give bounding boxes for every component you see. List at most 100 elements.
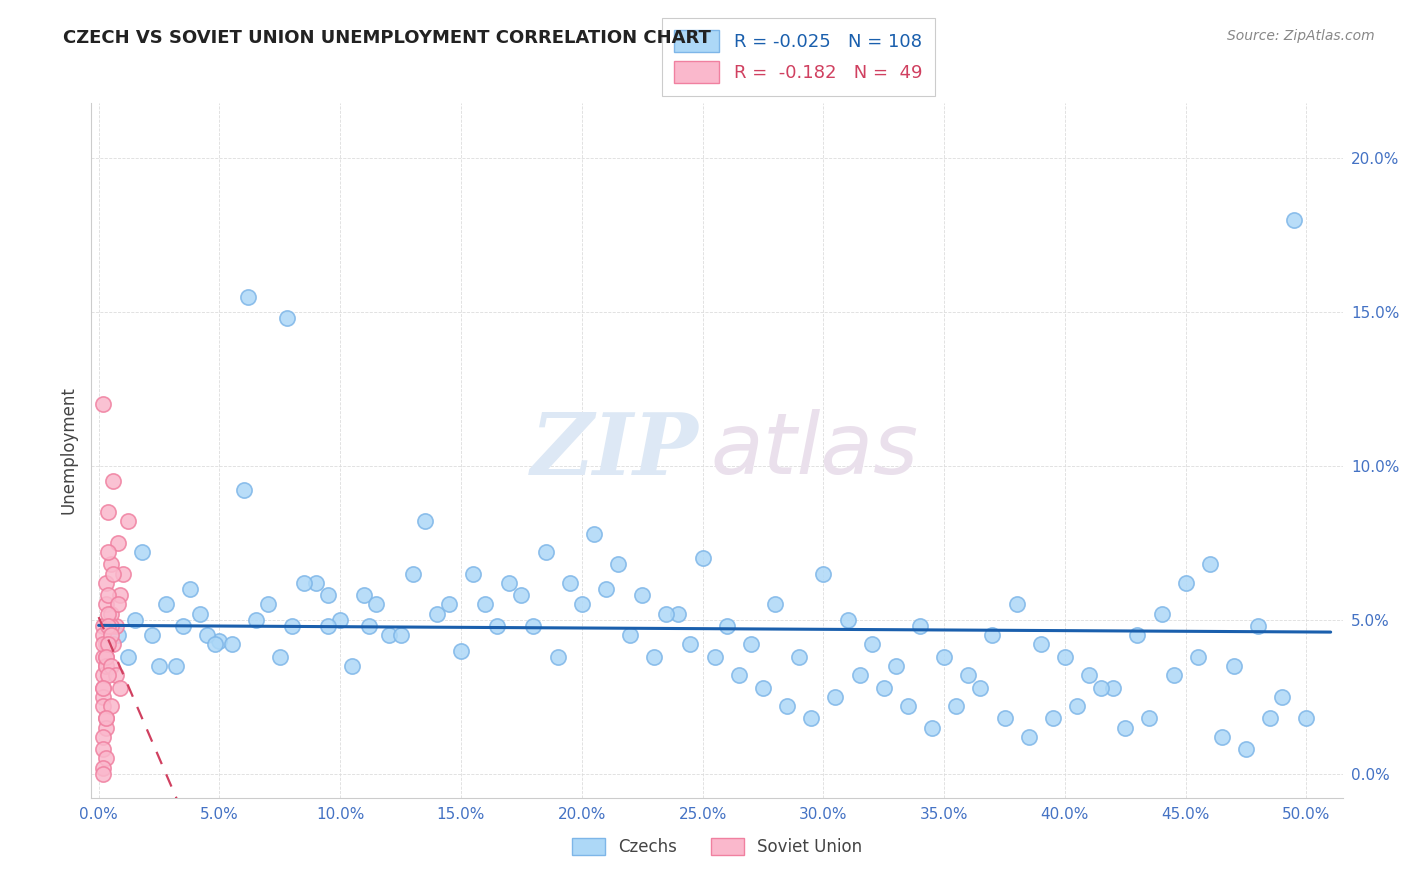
- Point: [93, 730, 115, 744]
- Point: [100, 558, 122, 572]
- Point: [359, 619, 381, 633]
- Point: [100, 619, 122, 633]
- Point: [93, 690, 115, 704]
- Point: [547, 649, 569, 664]
- Point: [873, 681, 896, 695]
- Point: [558, 575, 581, 590]
- Point: [269, 649, 291, 664]
- Point: [703, 649, 725, 664]
- Point: [93, 766, 115, 780]
- Point: [1174, 575, 1197, 590]
- Point: [141, 628, 163, 642]
- Point: [110, 681, 132, 695]
- Point: [316, 588, 339, 602]
- Point: [94, 637, 117, 651]
- Point: [94, 659, 117, 673]
- Point: [655, 607, 678, 621]
- Point: [679, 637, 702, 651]
- Point: [1114, 721, 1136, 735]
- Point: [981, 628, 1004, 642]
- Point: [100, 628, 122, 642]
- Point: [93, 681, 115, 695]
- Point: [101, 566, 124, 581]
- Text: Source: ZipAtlas.com: Source: ZipAtlas.com: [1227, 29, 1375, 44]
- Point: [316, 619, 339, 633]
- Point: [824, 690, 846, 704]
- Point: [97, 619, 120, 633]
- Point: [97, 637, 120, 651]
- Point: [93, 649, 115, 664]
- Point: [582, 526, 605, 541]
- Point: [100, 698, 122, 713]
- Point: [276, 311, 298, 326]
- Point: [595, 582, 617, 596]
- Point: [1295, 711, 1317, 725]
- Point: [94, 575, 117, 590]
- Point: [461, 566, 484, 581]
- Point: [437, 598, 460, 612]
- Point: [860, 637, 883, 651]
- Point: [93, 619, 115, 633]
- Point: [292, 575, 315, 590]
- Point: [1005, 598, 1028, 612]
- Point: [97, 545, 120, 559]
- Point: [111, 566, 134, 581]
- Point: [969, 681, 991, 695]
- Point: [945, 698, 967, 713]
- Point: [131, 545, 153, 559]
- Point: [377, 628, 399, 642]
- Point: [107, 598, 129, 612]
- Point: [256, 598, 278, 612]
- Point: [934, 649, 956, 664]
- Point: [1163, 668, 1185, 682]
- Point: [124, 613, 146, 627]
- Point: [413, 514, 436, 528]
- Point: [450, 643, 472, 657]
- Text: ZIP: ZIP: [530, 409, 699, 492]
- Y-axis label: Unemployment: Unemployment: [59, 386, 77, 515]
- Point: [1090, 681, 1112, 695]
- Point: [93, 681, 115, 695]
- Point: [97, 505, 120, 519]
- Point: [1258, 711, 1281, 725]
- Point: [94, 659, 117, 673]
- Point: [1247, 619, 1270, 633]
- Point: [329, 613, 352, 627]
- Point: [94, 598, 117, 612]
- Point: [787, 649, 810, 664]
- Point: [94, 721, 117, 735]
- Point: [117, 514, 139, 528]
- Point: [93, 637, 115, 651]
- Point: [763, 598, 786, 612]
- Point: [1042, 711, 1064, 725]
- Point: [93, 668, 115, 682]
- Point: [97, 588, 120, 602]
- Point: [155, 598, 177, 612]
- Point: [93, 742, 115, 756]
- Point: [94, 751, 117, 765]
- Point: [238, 289, 260, 303]
- Point: [1029, 637, 1052, 651]
- Point: [208, 634, 231, 648]
- Point: [727, 668, 749, 682]
- Point: [97, 607, 120, 621]
- Point: [643, 649, 665, 664]
- Text: atlas: atlas: [711, 409, 918, 492]
- Point: [93, 628, 115, 642]
- Point: [94, 649, 117, 664]
- Point: [848, 668, 870, 682]
- Point: [195, 628, 218, 642]
- Point: [1150, 607, 1173, 621]
- Point: [93, 397, 115, 411]
- Point: [117, 649, 139, 664]
- Point: [179, 582, 201, 596]
- Point: [619, 628, 641, 642]
- Point: [402, 566, 425, 581]
- Point: [921, 721, 943, 735]
- Point: [281, 619, 304, 633]
- Point: [510, 588, 533, 602]
- Point: [94, 711, 117, 725]
- Point: [908, 619, 931, 633]
- Point: [1284, 212, 1306, 227]
- Point: [1139, 711, 1161, 725]
